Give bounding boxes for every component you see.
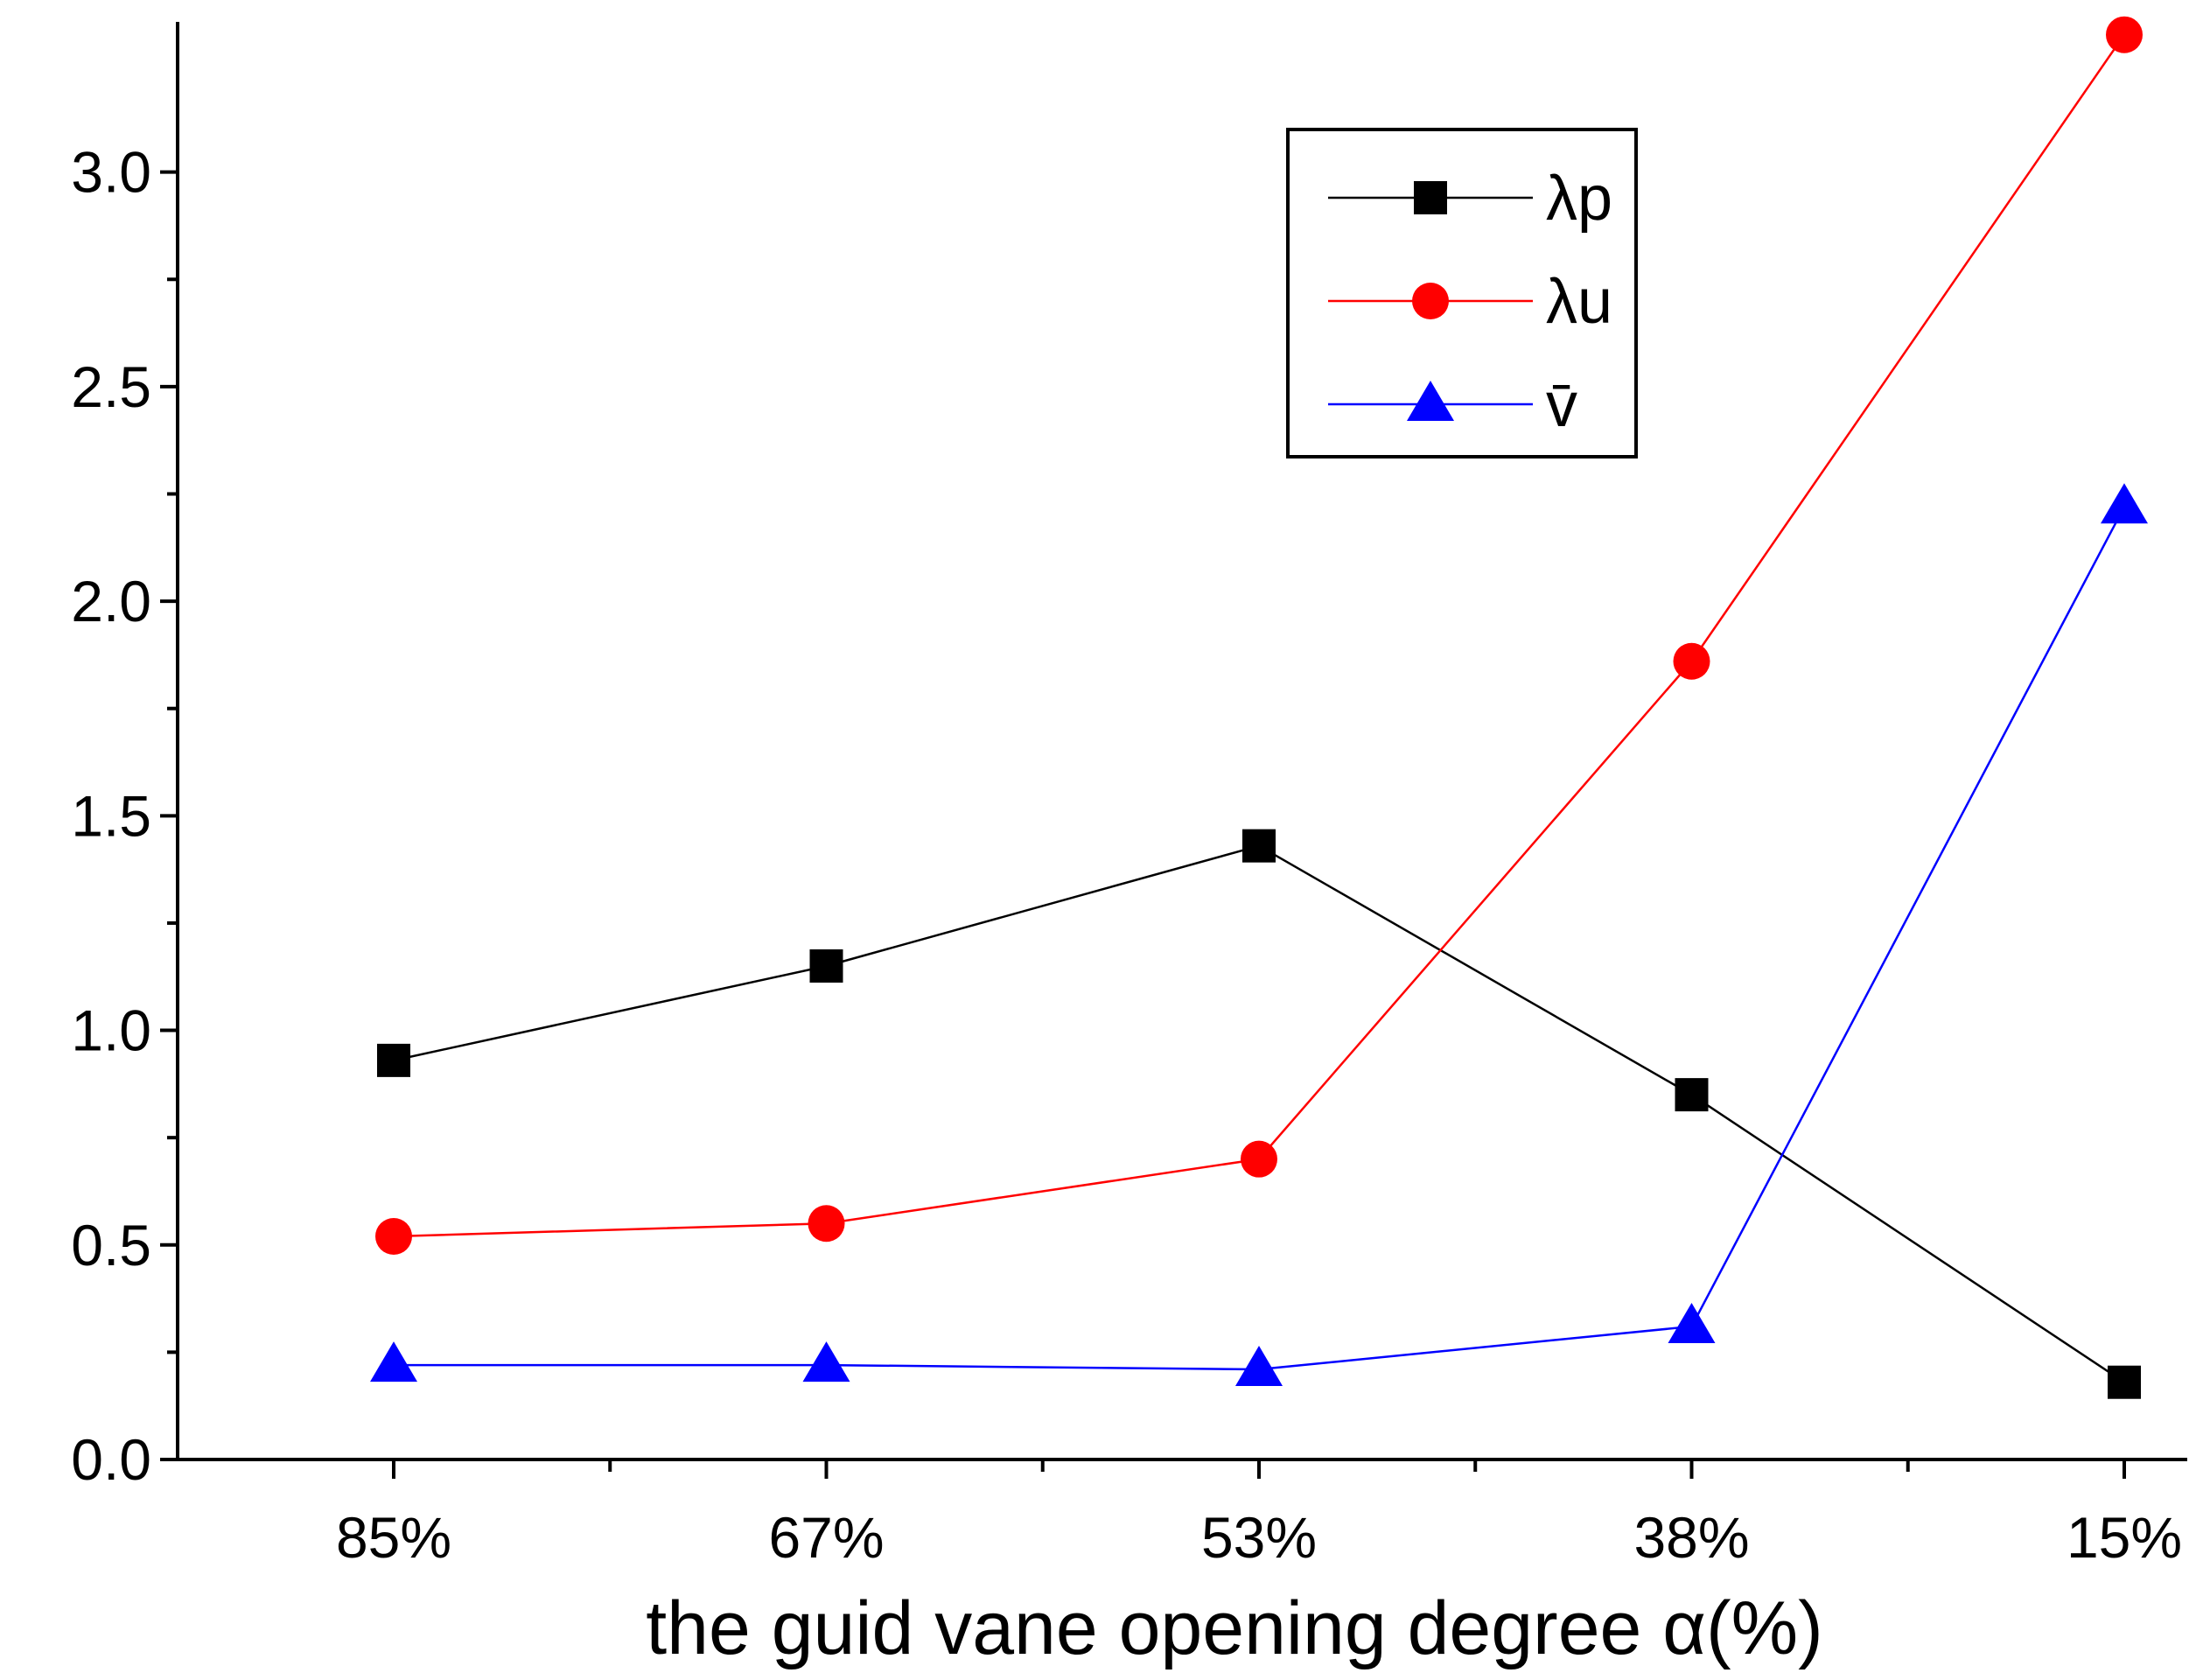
data-point: [2108, 1365, 2141, 1399]
series-line-1: [393, 844, 2125, 1383]
legend-label: λu: [1546, 267, 1612, 337]
legend-label: v̄: [1546, 370, 1577, 440]
x-axis-title: the guid vane opening degree α(%): [646, 1586, 1822, 1670]
series-layer: [370, 16, 2148, 1399]
data-point: [1673, 642, 1710, 680]
legend-box: [1286, 128, 1638, 458]
x-tick-label: 15%: [2067, 1505, 2182, 1570]
series-line-3: [394, 506, 2126, 1371]
x-tick-label: 67%: [768, 1505, 884, 1570]
x-tick-label: 53%: [1201, 1505, 1317, 1570]
data-point: [1235, 1346, 1283, 1387]
y-tick-label: 2.0: [71, 569, 151, 634]
data-point: [2101, 483, 2148, 524]
data-point: [809, 948, 843, 983]
legend-label: λp: [1546, 164, 1612, 234]
legend-marker: [1414, 181, 1447, 214]
data-point: [1242, 829, 1276, 863]
data-point: [1675, 1078, 1709, 1112]
data-point: [1668, 1302, 1716, 1343]
x-tick-label: 38%: [1633, 1505, 1749, 1570]
data-point: [377, 1043, 410, 1077]
data-point: [375, 1217, 412, 1255]
x-tick-label: 85%: [336, 1505, 451, 1570]
data-point: [2106, 16, 2143, 53]
data-point: [802, 1341, 850, 1382]
y-tick-label: 1.5: [71, 783, 151, 848]
y-tick-label: 0.5: [71, 1213, 151, 1278]
y-tick-label: 0.0: [71, 1427, 151, 1492]
legend-marker: [1412, 283, 1449, 319]
tick-labels: 0.0 0.5 1.0 1.5 2.0 2.5 3.0 85% 67% 53% 38% 15%: [71, 140, 2182, 1570]
series-line-2: [393, 34, 2126, 1238]
legend-marker: [1407, 381, 1454, 421]
data-point: [370, 1341, 417, 1382]
legend: λp λu v̄: [1286, 128, 1638, 458]
data-point: [808, 1205, 845, 1242]
y-tick-label: 2.5: [71, 354, 151, 419]
y-tick-label: 3.0: [71, 140, 151, 205]
y-tick-label: 1.0: [71, 998, 151, 1063]
axes-frame: [160, 22, 2187, 1479]
data-point: [1241, 1140, 1277, 1178]
